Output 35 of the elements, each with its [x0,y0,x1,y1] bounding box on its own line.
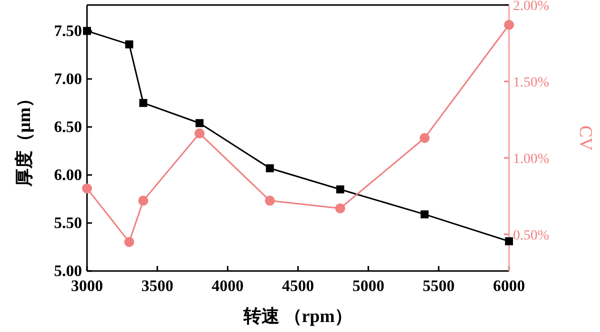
y-tick-label: 5.50 [54,214,82,232]
y2-axis-title: CV [576,125,596,151]
y2-tick-label: 1.50% [513,75,550,90]
x-tick-label: 6000 [493,278,525,295]
x-tick-label: 5000 [352,278,384,295]
point [264,196,275,206]
point [139,98,148,107]
point [194,128,205,138]
x-tick-label: 3500 [141,278,174,295]
point [266,164,274,172]
point [138,196,148,206]
y-tick-label: 7.00 [54,70,82,88]
point [504,20,514,30]
y2-tick-label: 2.00% [513,0,550,14]
point [125,40,134,48]
point [82,183,92,194]
x-axis-title: 转速 （rpm） [242,306,353,326]
point [336,185,344,194]
y2-tick-label: 1.00% [513,152,550,167]
point [124,236,134,247]
x-tick-label: 5500 [422,278,455,295]
y-tick-label: 6.00 [54,166,82,184]
y2-tick-label: 0.50% [513,228,550,244]
point [420,210,429,218]
y-axis-title: 厚度（μm） [14,89,34,188]
y-tick-label: 6.50 [54,118,82,136]
y-tick-label: 7.50 [54,22,82,40]
x-tick-label: 4500 [282,278,314,295]
point [196,119,204,128]
point [505,237,513,246]
point [420,133,430,143]
x-tick-label: 4000 [212,278,244,295]
y-tick-label: 5.00 [54,263,82,280]
x-tick-label: 3000 [71,278,103,295]
point [335,203,346,214]
